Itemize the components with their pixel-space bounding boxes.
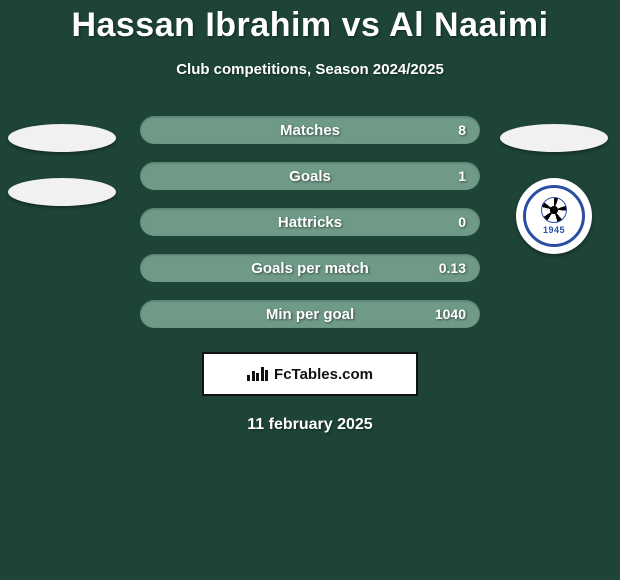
stat-label: Goals (289, 168, 331, 185)
attribution-text: FcTables.com (274, 366, 373, 383)
stat-value: 0 (458, 214, 466, 230)
stat-row: Goals 1 (140, 162, 480, 190)
stat-row: Matches 8 (140, 116, 480, 144)
page-title: Hassan Ibrahim vs Al Naaimi (0, 6, 620, 45)
stats-list: Matches 8 Goals 1 Hattricks 0 Goals per … (140, 116, 480, 328)
stat-label: Matches (280, 122, 340, 139)
stat-value: 1 (458, 168, 466, 184)
comparison-card: Hassan Ibrahim vs Al Naaimi Club competi… (0, 0, 620, 580)
stat-value: 1040 (435, 306, 466, 322)
placeholder-badge (8, 124, 116, 152)
stat-value: 8 (458, 122, 466, 138)
stat-label: Hattricks (278, 214, 342, 231)
stat-row: Min per goal 1040 (140, 300, 480, 328)
date-text: 11 february 2025 (0, 416, 620, 434)
soccer-ball-icon (541, 197, 567, 223)
stat-row: Goals per match 0.13 (140, 254, 480, 282)
placeholder-badge (500, 124, 608, 152)
attribution-badge: FcTables.com (202, 352, 418, 396)
stat-value: 0.13 (439, 260, 466, 276)
crest-year: 1945 (543, 225, 565, 235)
stat-label: Min per goal (266, 306, 354, 323)
stat-row: Hattricks 0 (140, 208, 480, 236)
subtitle: Club competitions, Season 2024/2025 (0, 61, 620, 78)
placeholder-badge (8, 178, 116, 206)
club-crest-inner: 1945 (523, 185, 585, 247)
bar-chart-icon (247, 367, 268, 381)
club-crest: 1945 (516, 178, 592, 254)
stat-label: Goals per match (251, 260, 369, 277)
left-player-badges (8, 124, 116, 206)
right-player-badges: 1945 (500, 124, 608, 254)
